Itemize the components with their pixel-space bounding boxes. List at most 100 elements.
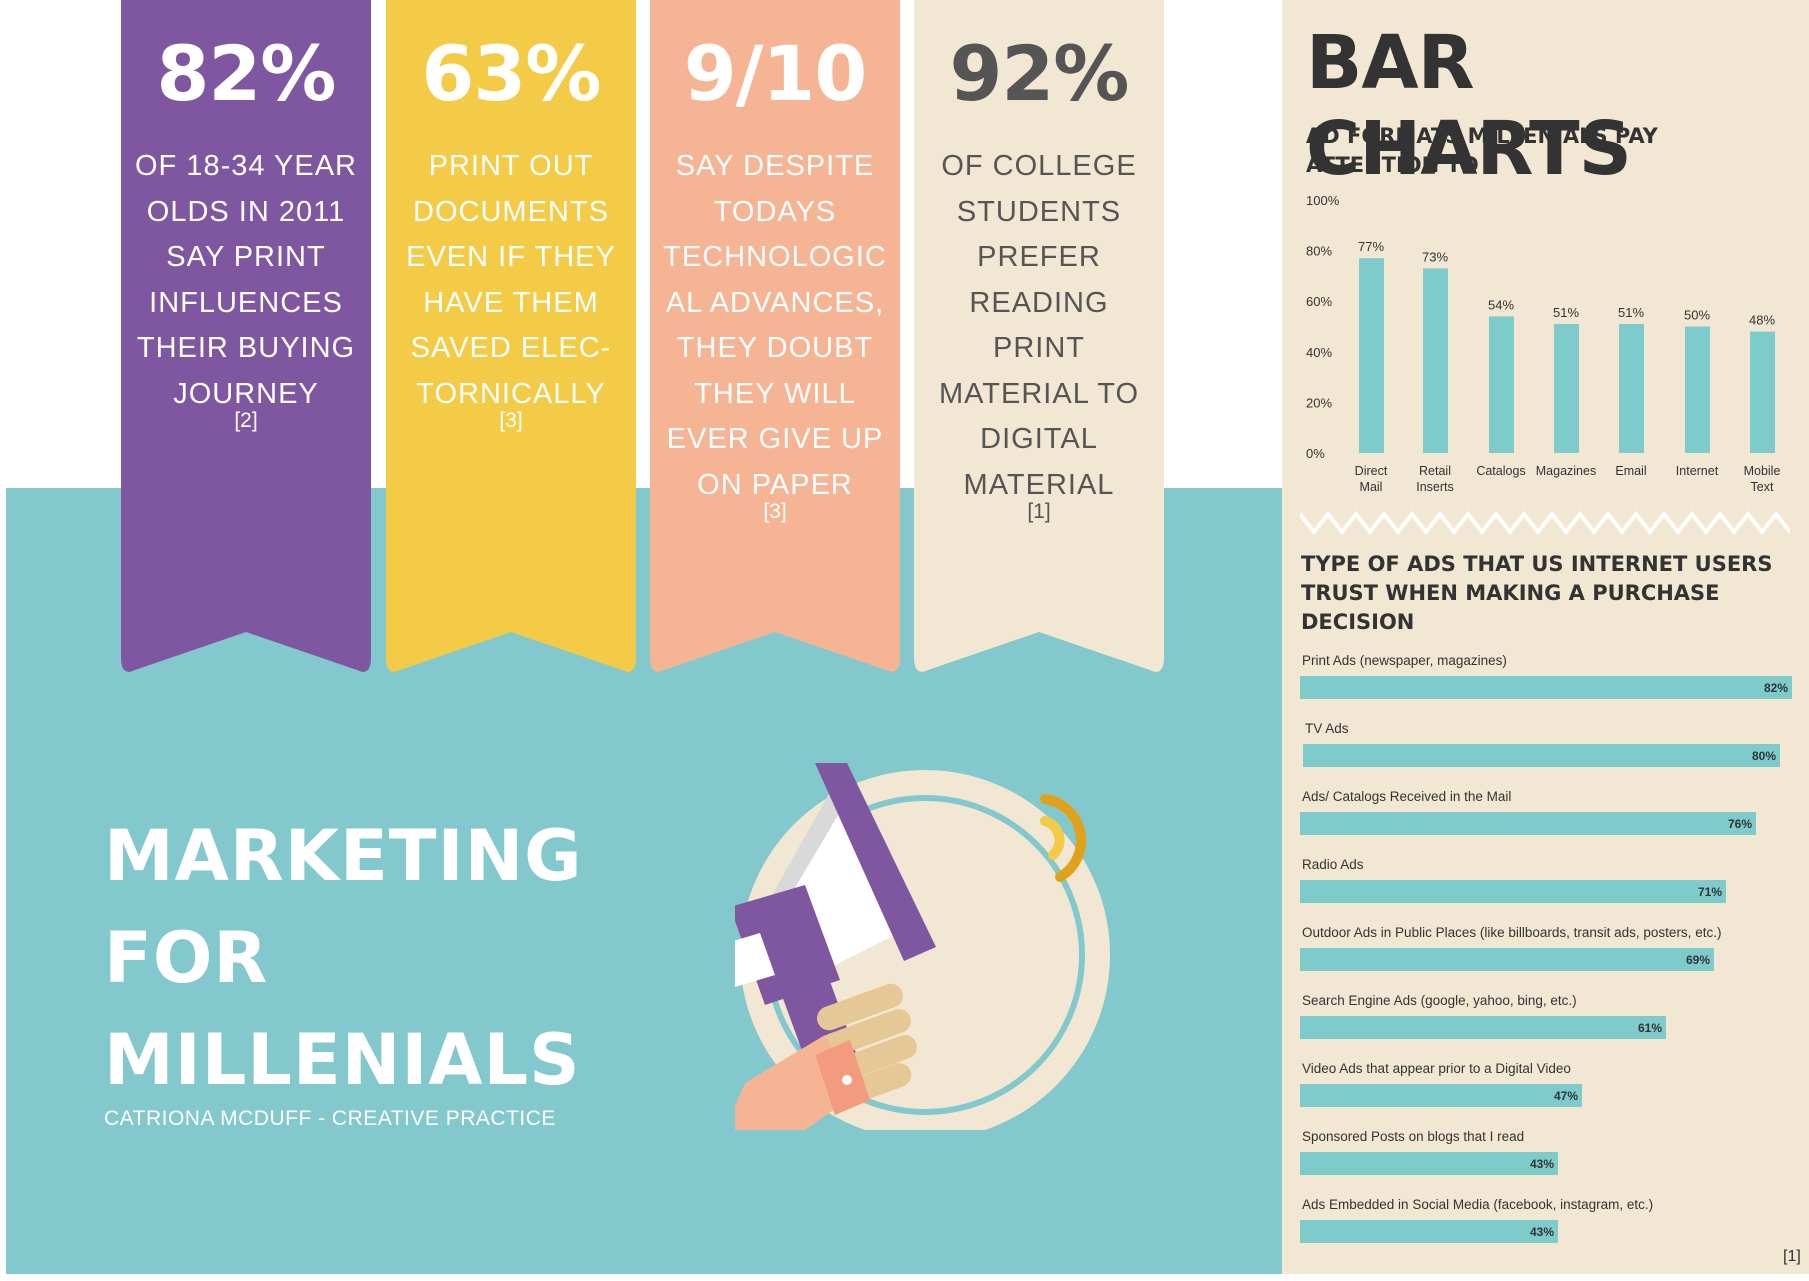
chart1-title-line: ATTENTION TO (1306, 153, 1479, 177)
x-tick-label: Retail (1419, 464, 1451, 478)
main-title: MARKETING FOR MILLENIALS (104, 805, 583, 1111)
x-tick-label: Mail (1360, 480, 1383, 494)
bar (1300, 1152, 1558, 1175)
bar-value-label: 43% (1530, 1225, 1554, 1239)
bar (1619, 323, 1644, 453)
bar-value-label: 73% (1422, 249, 1448, 264)
megaphone-icon (735, 763, 1110, 1130)
bar-value-label: 69% (1686, 953, 1710, 967)
category-label: Search Engine Ads (google, yahoo, bing, … (1302, 993, 1577, 1008)
subtitle: CATRIONA MCDUFF - CREATIVE PRACTICE (104, 1107, 556, 1130)
bar (1300, 1220, 1558, 1243)
stat-description: SAY DESPITE TODAYS TECHNOLOGIC AL ADVANC… (663, 150, 887, 501)
chart-ad-formats: 0% 20% 40% 60% 80% 100% 77% Direct Mail 73% Retail… (1306, 193, 1781, 494)
bar-value-label: 51% (1618, 305, 1644, 320)
y-tick-label: 100% (1306, 193, 1340, 208)
stat-value: 92% (949, 29, 1130, 118)
sound-wave-outer (1040, 794, 1087, 882)
category-label: Ads/ Catalogs Received in the Mail (1302, 789, 1511, 804)
bar (1300, 676, 1792, 699)
x-tick-label: Catalogs (1476, 464, 1525, 478)
bar-value-label: 71% (1698, 885, 1722, 899)
bar-value-label: 50% (1684, 308, 1710, 323)
bar-value-label: 47% (1554, 1089, 1578, 1103)
sleeve-cuff (815, 1040, 870, 1115)
x-tick-label: Mobile (1744, 464, 1781, 478)
stat-ribbon: 9/10 SAY DESPITE TODAYS TECHNOLOGIC AL AD… (650, 0, 900, 677)
stat-value: 63% (421, 29, 602, 118)
zigzag-divider (1300, 510, 1790, 536)
ribbon-shape (914, 0, 1164, 672)
x-tick-label: Text (1751, 480, 1774, 494)
category-label: Sponsored Posts on blogs that I read (1302, 1129, 1524, 1144)
bar-value-label: 82% (1764, 681, 1788, 695)
y-tick-label: 40% (1306, 345, 1332, 360)
x-tick-label: Inserts (1416, 480, 1454, 494)
bar (1750, 331, 1775, 453)
category-label: Print Ads (newspaper, magazines) (1302, 653, 1507, 668)
stat-reference: [3] (499, 409, 523, 432)
bar-value-label: 80% (1752, 749, 1776, 763)
stat-description: OF COLLEGE STUDENTS PREFER READING PRINT… (938, 150, 1140, 501)
bar-value-label: 76% (1728, 817, 1752, 831)
title-line: FOR (104, 917, 269, 999)
title-block: MARKETING FOR MILLENIALS CATRIONA MCDUFF… (104, 805, 583, 1131)
category-label: Radio Ads (1302, 857, 1364, 872)
chart2-title-line: TYPE OF ADS THAT US INTERNET USERS (1301, 552, 1773, 576)
stat-ribbon: 92% OF COLLEGE STUDENTS PREFER READING PR… (914, 0, 1164, 677)
stat-value: 9/10 (683, 29, 867, 118)
x-tick-label: Direct (1355, 464, 1388, 478)
category-label: TV Ads (1305, 721, 1349, 736)
stat-reference: [3] (763, 500, 787, 523)
stat-reference: [2] (234, 409, 258, 432)
x-tick-label: Internet (1676, 464, 1719, 478)
ribbon-content: 92% OF COLLEGE STUDENTS PREFER READING PR… (914, 0, 1164, 526)
ribbon-content: 82% OF 18-34 YEAR OLDS IN 2011 SAY PRINT … (121, 0, 371, 435)
bar (1554, 323, 1579, 453)
megaphone-mouthpiece (735, 933, 775, 987)
bar-value-label: 48% (1749, 313, 1775, 328)
chart2-title-line: TRUST WHEN MAKING A PURCHASE (1301, 581, 1720, 605)
stat-reference: [1] (1027, 500, 1051, 523)
chart2-title: TYPE OF ADS THAT US INTERNET USERS TRUST… (1301, 550, 1772, 637)
category-label: Outdoor Ads in Public Places (like billb… (1302, 925, 1721, 940)
stat-ribbon: 63% PRINT OUT DOCUMENTS EVEN IF THEY HAVE… (386, 0, 636, 677)
y-tick-label: 0% (1306, 446, 1325, 461)
chart-trusted-ads: Print Ads (newspaper, magazines) 82% TV Ad… (1300, 653, 1792, 1243)
bar (1300, 812, 1756, 835)
bar (1685, 326, 1710, 453)
stat-description: PRINT OUT DOCUMENTS EVEN IF THEY HAVE TH… (406, 150, 616, 410)
cuff-button (842, 1075, 852, 1085)
ribbon-shape (386, 0, 636, 672)
bar-value-label: 61% (1638, 1021, 1662, 1035)
chart1-title-line: AD FORMATS MILLENIALS PAY (1306, 124, 1658, 148)
finger (816, 983, 904, 1031)
title-line: MARKETING (104, 815, 583, 897)
title-line: MILLENIALS (104, 1019, 581, 1101)
category-label: Ads Embedded in Social Media (facebook, … (1302, 1197, 1653, 1212)
bar-value-label: 54% (1488, 297, 1514, 312)
ribbon-shape (121, 0, 371, 672)
ribbon-content: 9/10 SAY DESPITE TODAYS TECHNOLOGIC AL AD… (650, 0, 900, 526)
bar (1300, 1016, 1666, 1039)
bar (1359, 258, 1384, 453)
stat-description: OF 18-34 YEAR OLDS IN 2011 SAY PRINT INF… (134, 150, 357, 410)
bar (1300, 880, 1726, 903)
y-tick-label: 20% (1306, 395, 1332, 410)
x-tick-label: Email (1615, 464, 1646, 478)
footnote: [1] (1783, 1248, 1801, 1265)
y-tick-label: 80% (1306, 244, 1332, 259)
bar-value-label: 51% (1553, 305, 1579, 320)
bar-value-label: 77% (1358, 239, 1384, 254)
category-label: Video Ads that appear prior to a Digital… (1302, 1061, 1571, 1076)
chart1-title: AD FORMATS MILLENIALS PAY ATTENTION TO (1306, 122, 1658, 180)
bar (1423, 268, 1448, 453)
chart2-title-line: DECISION (1301, 610, 1415, 634)
ribbon-content: 63% PRINT OUT DOCUMENTS EVEN IF THEY HAVE… (386, 0, 636, 435)
bar (1303, 744, 1780, 767)
megaphone-rim (815, 763, 936, 961)
bar-charts-panel (1282, 0, 1809, 1274)
sound-wave-inner (1040, 816, 1065, 860)
stat-ribbon: 82% OF 18-34 YEAR OLDS IN 2011 SAY PRINT … (121, 0, 371, 677)
bar-value-label: 43% (1530, 1157, 1554, 1171)
